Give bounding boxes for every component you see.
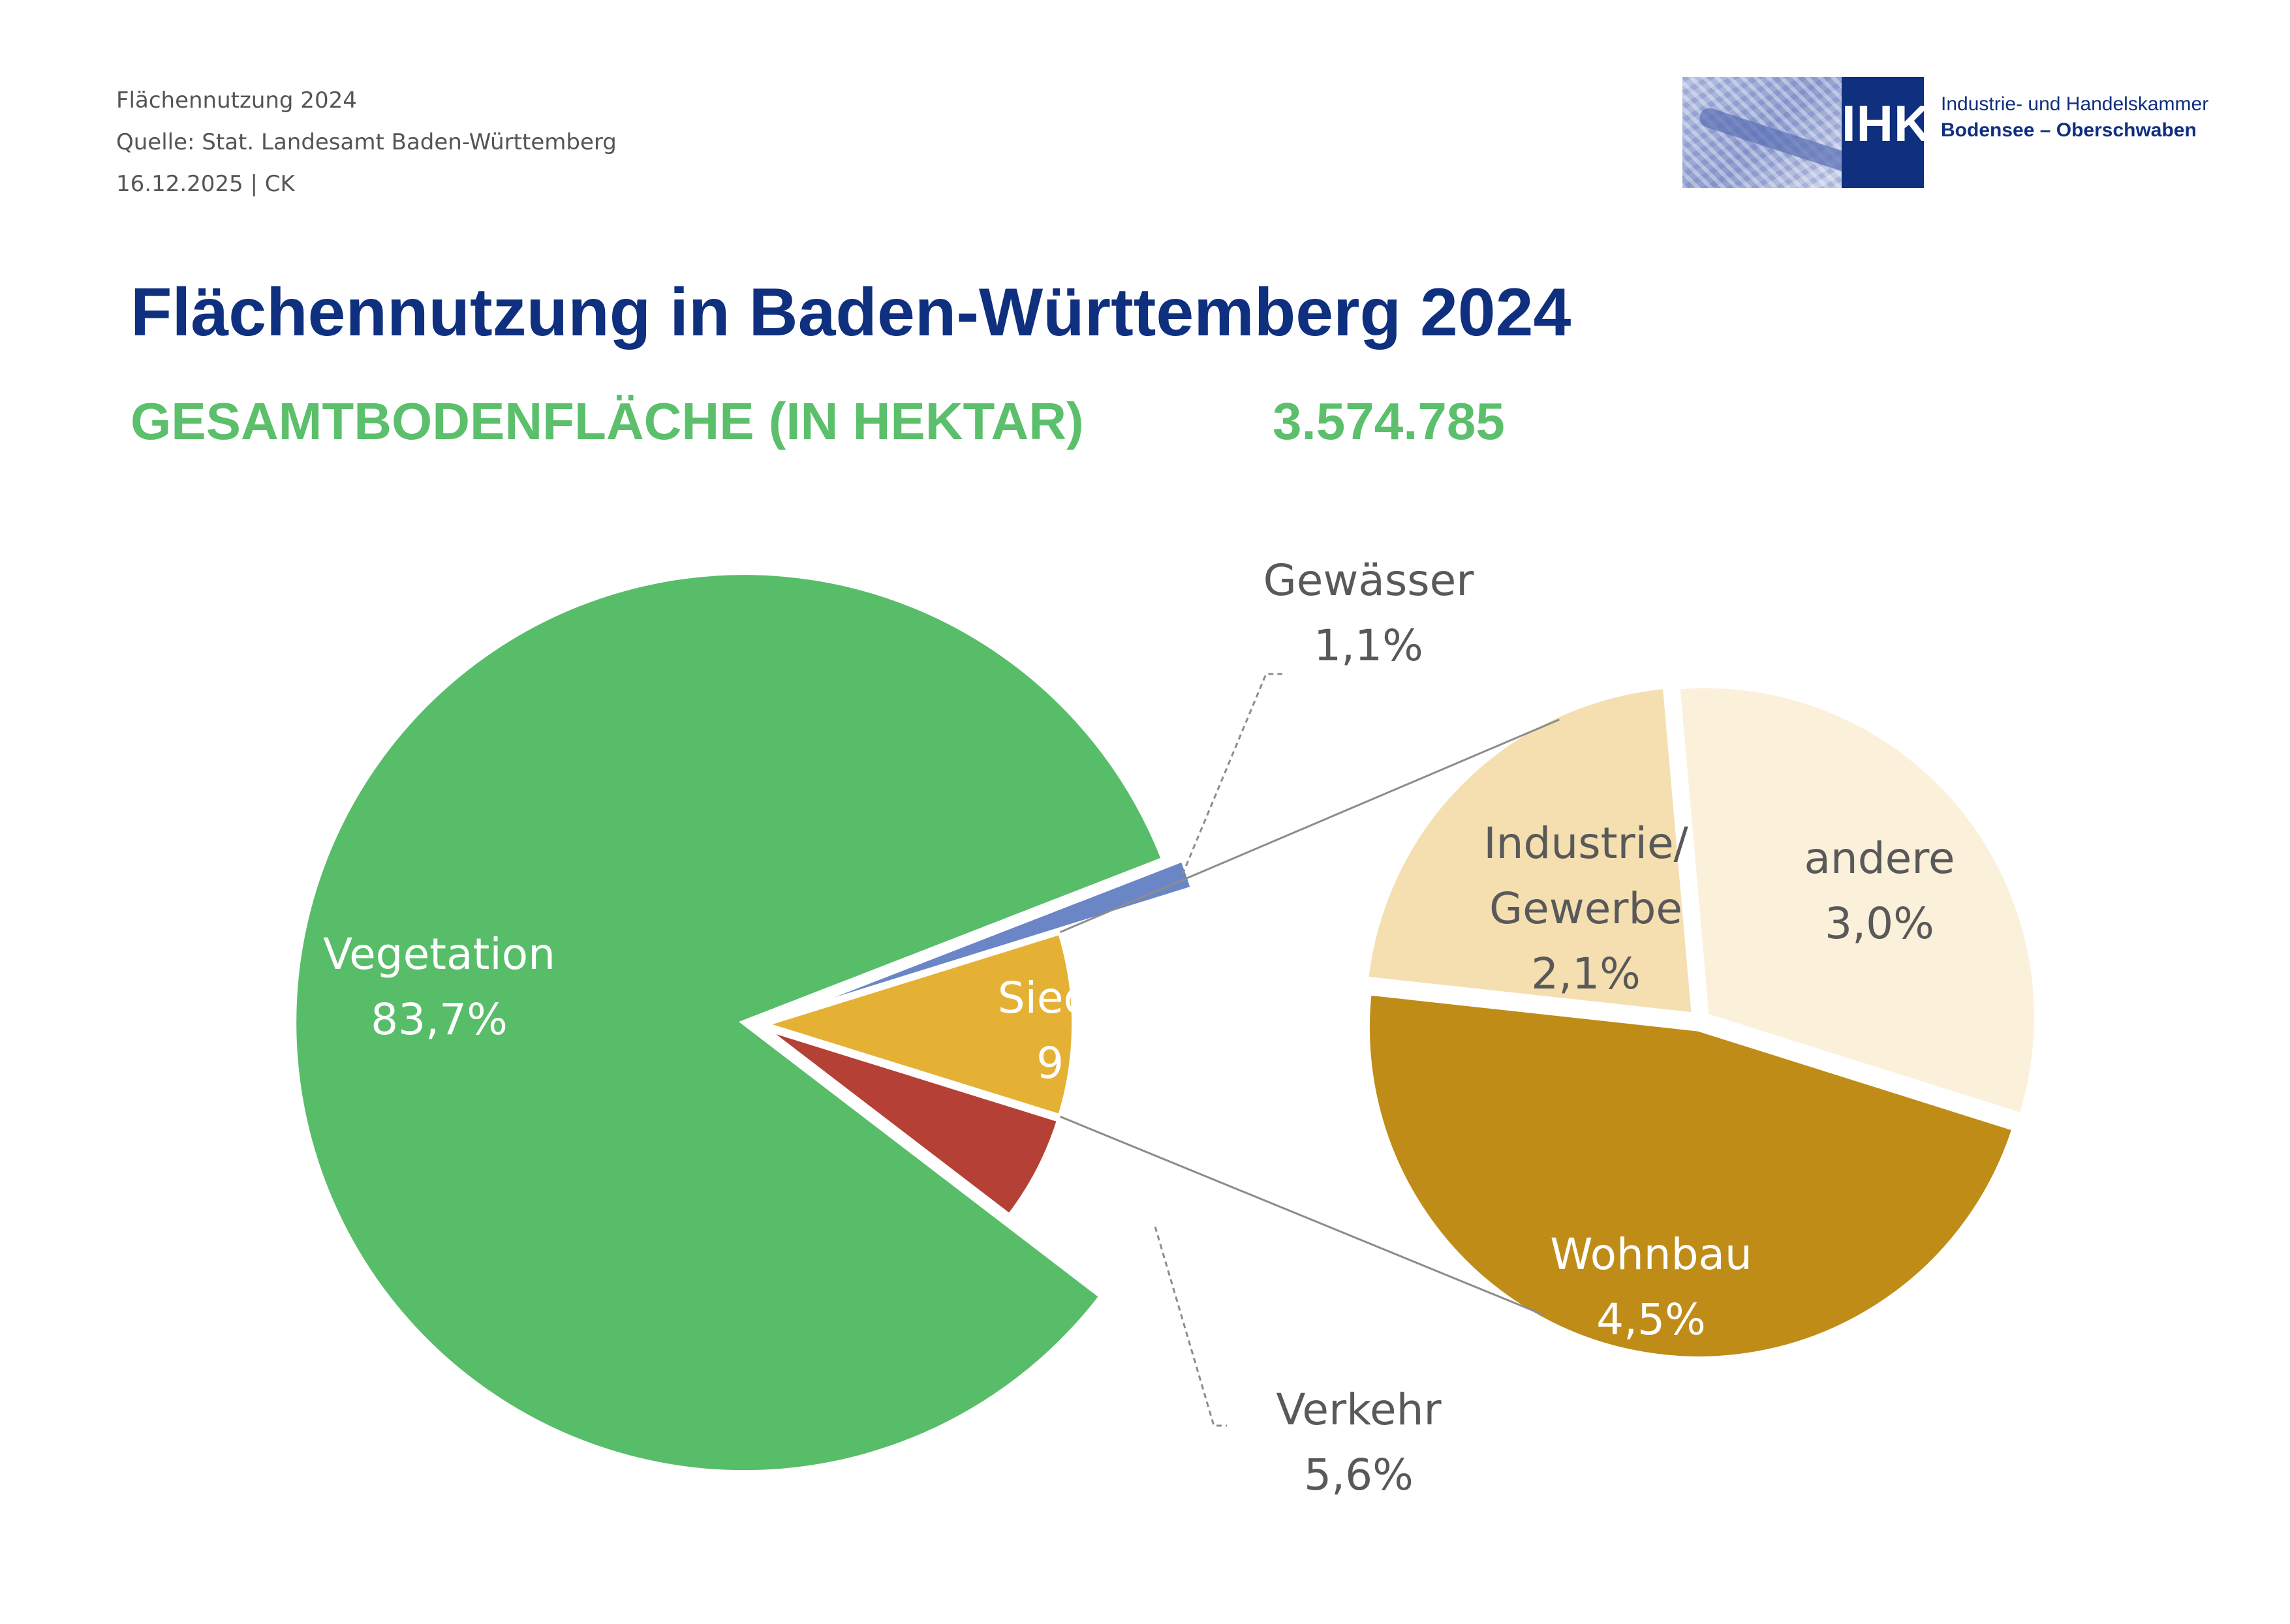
- logo-line-2: Bodensee – Oberschwaben: [1941, 119, 2197, 141]
- slice-industrie-gewerbe: [1360, 681, 1700, 1021]
- logo-box: IHK: [1842, 77, 1932, 188]
- logo-abbr: IHK: [1842, 95, 1932, 152]
- header-line-1: Flächennutzung 2024: [116, 87, 357, 114]
- ihk-logo: IHK Industrie- und Handelskammer Bodense…: [1682, 77, 2250, 188]
- total-value: 3.574.785: [1273, 392, 1505, 450]
- secondary-pie: [1360, 680, 2042, 1364]
- slice-wohnbau: [1361, 987, 2021, 1364]
- connector-line-top: [1060, 718, 1560, 933]
- label-siedlung: Siedlung 9,6%: [998, 973, 1185, 1088]
- header-meta: Flächennutzung 2024 Quelle: Stat. Landes…: [116, 80, 617, 205]
- slice-vegetation: [291, 570, 1168, 1476]
- logo-text: Industrie- und Handelskammer Bodensee – …: [1941, 91, 2208, 144]
- main-pie: [291, 570, 1197, 1476]
- leader-verkehr: [1154, 1226, 1227, 1427]
- slice-siedlung: [754, 928, 1077, 1120]
- header-line-3: 16.12.2025 | CK: [116, 171, 295, 197]
- connector-line-bottom: [1060, 1116, 1545, 1316]
- slice-verkehr: [761, 1024, 1063, 1220]
- slice-gewässer: [762, 855, 1197, 1025]
- header-line-2: Quelle: Stat. Landesamt Baden-Württember…: [116, 129, 617, 155]
- label-verkehr: Verkehr 5,6%: [1276, 1385, 1442, 1500]
- subtitle: GESAMTBODENFLÄCHE (IN HEKTAR): [131, 392, 1084, 450]
- page-title: Flächennutzung in Baden-Württemberg 2024: [131, 275, 1571, 350]
- label-gewässer: Gewässer 1,1%: [1263, 555, 1475, 671]
- slice-andere: [1671, 680, 2042, 1122]
- label-vegetation: Vegetation 83,7%: [323, 929, 555, 1045]
- logo-line-1: Industrie- und Handelskammer: [1941, 93, 2209, 115]
- label-wohnbau: Wohnbau 4,5%: [1550, 1229, 1752, 1345]
- label-andere: andere 3,0%: [1804, 833, 1955, 949]
- label-industrie-gewerbe: Industrie/Gewerbe 2,1%: [1483, 818, 1688, 999]
